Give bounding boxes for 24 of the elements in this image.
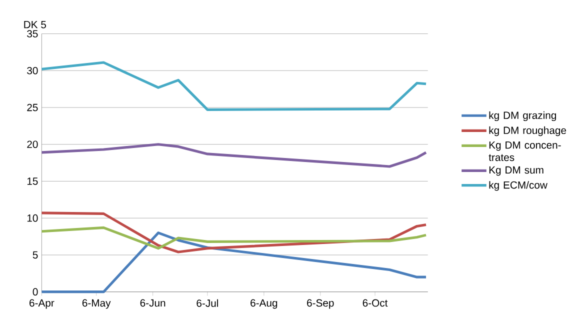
- y-tick-label: 0: [32, 288, 38, 296]
- x-tick-label: 6-Jul: [196, 299, 218, 308]
- x-tick-label: 6-Apr: [30, 300, 54, 309]
- line-series: [40, 226, 428, 250]
- y-tick-label: 20: [27, 140, 38, 148]
- chart-title: DK 5: [24, 21, 46, 28]
- legend-label: kg ECM/cow: [489, 181, 548, 191]
- legend-label: kg DM roughage: [489, 126, 566, 136]
- legend-label: Kg DM concen-trates: [488, 142, 561, 162]
- y-tick-label: 5: [32, 252, 38, 259]
- x-tick-label: 6-Jun: [140, 300, 166, 307]
- legend-label: kg DM grazing: [489, 112, 556, 122]
- x-tick-label: 6-Aug: [250, 300, 278, 309]
- y-tick-label: 10: [27, 214, 38, 222]
- legend-label: Kg DM sum: [489, 166, 544, 176]
- x-tick-label: 6-Oct: [362, 300, 388, 307]
- x-tick-label: 6-May: [82, 300, 111, 309]
- line-series: [40, 61, 428, 112]
- line-series: [40, 143, 428, 168]
- x-tick-label: 6-Sep: [307, 300, 334, 309]
- y-tick-label: 30: [27, 67, 38, 75]
- y-tick-label: 25: [27, 104, 38, 112]
- y-tick-label: 35: [27, 30, 38, 38]
- y-tick-label: 15: [27, 178, 38, 186]
